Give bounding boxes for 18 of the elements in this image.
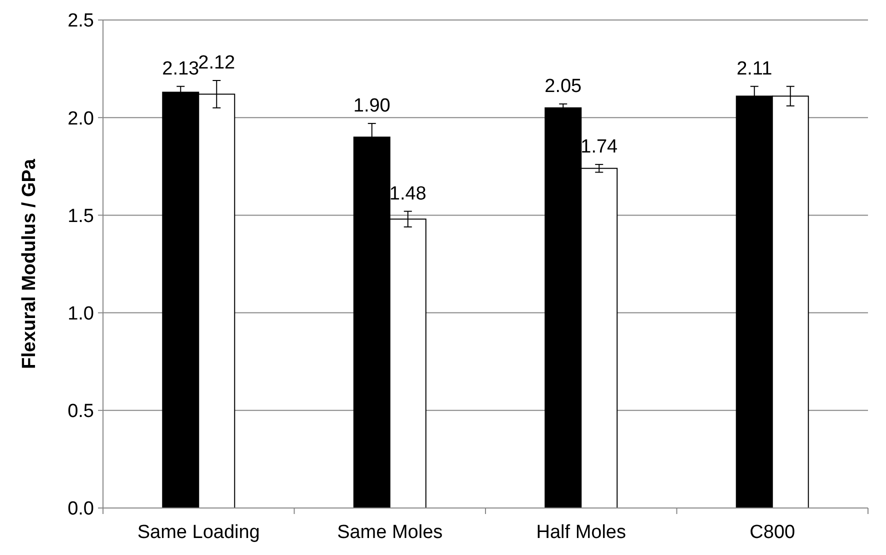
y-tick-label: 2.0 — [68, 108, 94, 130]
data-label: 2.11 — [736, 58, 772, 80]
x-tick-label: Half Moles — [536, 522, 626, 543]
data-label: 2.13 — [162, 58, 200, 80]
data-label: 1.90 — [353, 95, 390, 116]
data-label: 2.12 — [198, 52, 236, 74]
x-tick-label: Same Moles — [337, 522, 443, 543]
y-tick-label: 2.5 — [68, 10, 94, 32]
data-label: 2.05 — [544, 76, 582, 97]
y-tick-label: 0.5 — [68, 401, 94, 422]
y-tick-label: 1.5 — [68, 206, 94, 227]
y-tick-label: 0.0 — [68, 498, 94, 520]
y-tick-label: 1.0 — [68, 303, 94, 324]
x-tick-label: C800 — [750, 522, 796, 543]
x-tick-label: Same Loading — [137, 522, 260, 543]
data-label: 1.48 — [389, 183, 426, 204]
y-axis-title: Flexural Modulus / GPa — [19, 158, 40, 370]
data-label: 1.74 — [580, 136, 618, 158]
